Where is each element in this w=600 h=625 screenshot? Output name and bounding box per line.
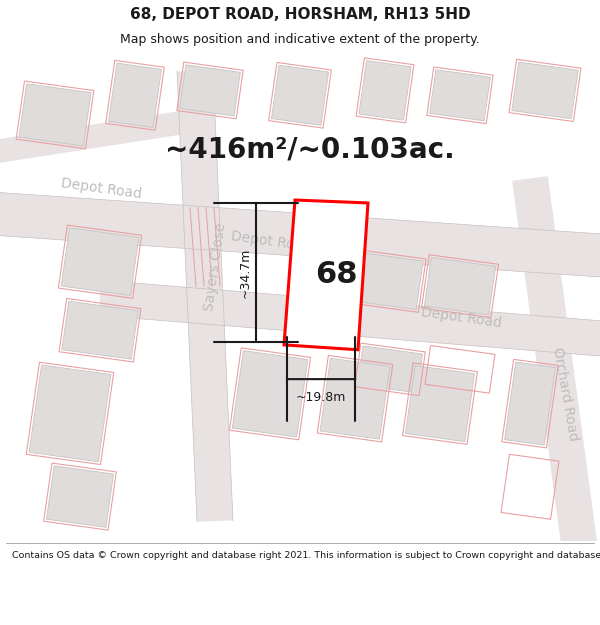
Polygon shape xyxy=(61,228,139,296)
Text: 68: 68 xyxy=(315,260,358,289)
Polygon shape xyxy=(98,281,600,357)
Text: Sayers Close: Sayers Close xyxy=(202,221,228,312)
Polygon shape xyxy=(284,200,368,350)
Text: Contains OS data © Crown copyright and database right 2021. This information is : Contains OS data © Crown copyright and d… xyxy=(12,551,600,560)
Polygon shape xyxy=(358,346,422,393)
Text: Depot Road: Depot Road xyxy=(420,305,503,330)
Polygon shape xyxy=(359,61,411,120)
Polygon shape xyxy=(179,65,241,116)
Polygon shape xyxy=(357,253,423,309)
Text: Depot Road: Depot Road xyxy=(230,229,313,255)
Polygon shape xyxy=(19,84,91,146)
Text: ~34.7m: ~34.7m xyxy=(239,248,252,298)
Polygon shape xyxy=(0,108,202,166)
Polygon shape xyxy=(505,362,556,445)
Polygon shape xyxy=(109,63,161,128)
Polygon shape xyxy=(512,176,598,552)
Text: 68, DEPOT ROAD, HORSHAM, RH13 5HD: 68, DEPOT ROAD, HORSHAM, RH13 5HD xyxy=(130,7,470,22)
Polygon shape xyxy=(62,301,138,359)
Polygon shape xyxy=(406,366,475,442)
Polygon shape xyxy=(0,191,600,278)
Polygon shape xyxy=(320,358,390,439)
Text: Depot Road: Depot Road xyxy=(60,176,143,201)
Polygon shape xyxy=(424,258,496,315)
Polygon shape xyxy=(29,365,111,462)
Polygon shape xyxy=(271,65,329,126)
Text: ~19.8m: ~19.8m xyxy=(296,391,346,404)
Polygon shape xyxy=(512,62,578,119)
Polygon shape xyxy=(46,466,113,528)
Polygon shape xyxy=(177,70,233,522)
Text: ~416m²/~0.103ac.: ~416m²/~0.103ac. xyxy=(165,135,455,163)
Polygon shape xyxy=(430,70,490,121)
Text: Map shows position and indicative extent of the property.: Map shows position and indicative extent… xyxy=(120,34,480,46)
Text: Orchard Road: Orchard Road xyxy=(550,346,580,442)
Polygon shape xyxy=(232,351,308,437)
